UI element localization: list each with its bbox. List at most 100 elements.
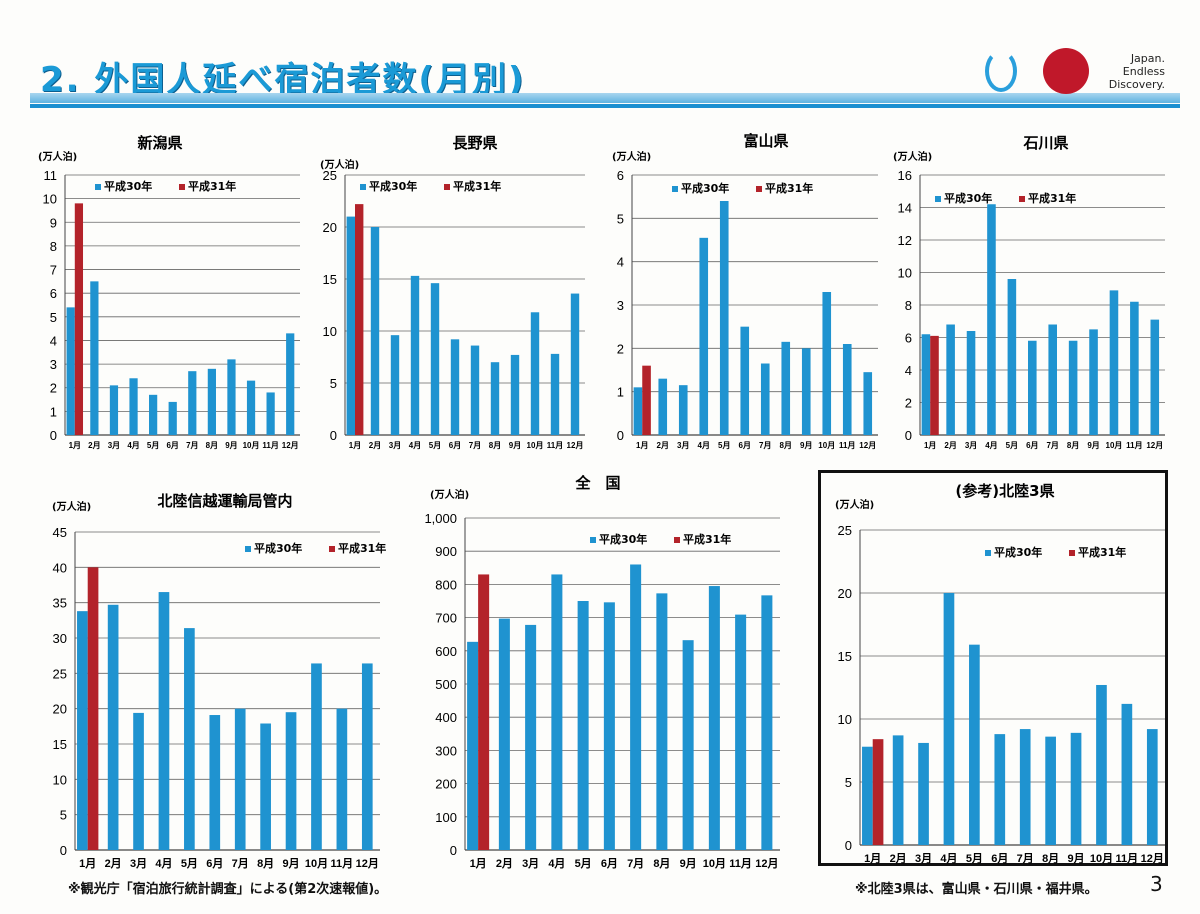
y-tick-label: 0: [617, 428, 624, 443]
y-tick-label: 200: [435, 777, 457, 792]
y-tick-label: 10: [898, 266, 912, 281]
bar-h30-6月: [168, 401, 177, 435]
legend-label-h31: 平成31年: [188, 179, 236, 193]
x-tick-label: 9月: [1087, 441, 1099, 450]
unit-label: (万人泊): [430, 488, 469, 501]
x-tick-label: 7月: [759, 441, 771, 450]
legend-label-h30: 平成30年: [599, 532, 647, 546]
y-tick-label: 2: [905, 396, 912, 411]
legend-swatch-h30: [245, 546, 251, 552]
x-tick-label: 3月: [915, 852, 932, 865]
source-note: ※観光庁「宿泊旅行統計調査」による(第2次速報値)。: [68, 882, 388, 897]
x-tick-label: 12月: [567, 441, 584, 450]
y-tick-label: 20: [53, 702, 67, 717]
legend-label-h30: 平成30年: [369, 179, 417, 193]
bar-h30-6月: [209, 715, 221, 850]
x-tick-label: 2月: [944, 441, 956, 450]
bar-h30-6月: [603, 602, 615, 850]
bar-h30-2月: [370, 227, 380, 435]
x-tick-label: 4月: [940, 852, 957, 865]
x-tick-label: 8月: [257, 857, 274, 870]
bar-h30-10月: [1109, 290, 1119, 435]
bar-h30-10月: [311, 663, 322, 850]
x-tick-label: 3月: [965, 441, 977, 450]
chart-title: (参考)北陸3県: [955, 482, 1054, 500]
bar-h30-7月: [234, 708, 246, 850]
x-tick-label: 10月: [527, 441, 544, 450]
x-tick-label: 8月: [780, 441, 792, 450]
bar-h30-3月: [133, 712, 144, 850]
legend-swatch-h31: [179, 184, 185, 190]
bar-h30-3月: [390, 335, 400, 435]
bar-h30-9月: [227, 359, 236, 435]
y-tick-label: 6: [617, 168, 624, 183]
x-tick-label: 1月: [69, 441, 81, 450]
bar-h30-8月: [490, 362, 500, 435]
legend-swatch-h30: [672, 186, 678, 192]
chart-title: 石川県: [1022, 134, 1068, 152]
x-tick-label: 5月: [429, 441, 441, 450]
legend-swatch-h31: [1019, 196, 1025, 202]
y-tick-label: 45: [53, 525, 67, 540]
unit-label: (万人泊): [52, 500, 91, 513]
x-tick-label: 2月: [105, 857, 122, 870]
y-tick-label: 300: [435, 743, 457, 758]
bar-h30-8月: [781, 341, 791, 435]
legend-swatch-h31: [674, 537, 680, 543]
bar-h30-5月: [1007, 279, 1017, 435]
y-tick-label: 11: [44, 168, 58, 183]
y-tick-label: 500: [435, 677, 457, 692]
x-tick-label: 5月: [718, 441, 730, 450]
legend-label-h30: 平成30年: [994, 545, 1042, 559]
x-tick-label: 3月: [108, 441, 120, 450]
x-tick-label: 8月: [1042, 852, 1059, 865]
bar-h31-1月: [478, 574, 490, 850]
bar-h30-3月: [966, 331, 976, 435]
bar-h30-8月: [1068, 340, 1078, 435]
bar-h30-12月: [361, 663, 373, 850]
logo-text: Japan. Endless Discovery.: [1108, 52, 1165, 91]
y-tick-label: 10: [53, 772, 67, 787]
legend-swatch-h30: [360, 184, 366, 190]
bar-h30-9月: [285, 712, 297, 850]
y-tick-label: 10: [43, 192, 57, 207]
bar-h30-4月: [551, 574, 563, 850]
y-tick-label: 8: [50, 239, 57, 254]
y-tick-label: 0: [905, 428, 912, 443]
y-tick-label: 1: [50, 404, 57, 419]
bar-h31-1月: [355, 204, 364, 435]
x-tick-label: 2月: [496, 857, 513, 870]
bar-h30-8月: [260, 723, 271, 850]
y-tick-label: 5: [617, 211, 624, 226]
bar-h30-6月: [994, 734, 1006, 845]
x-tick-label: 6月: [601, 857, 618, 870]
y-tick-label: 25: [838, 523, 852, 538]
x-tick-label: 2月: [369, 441, 381, 450]
y-tick-label: 16: [898, 168, 912, 183]
bar-h30-9月: [1089, 329, 1098, 435]
legend-label-h30: 平成30年: [254, 541, 302, 555]
bar-h31-1月: [872, 739, 884, 845]
x-tick-label: 4月: [985, 441, 997, 450]
bar-h30-11月: [1121, 703, 1133, 845]
y-tick-label: 12: [898, 233, 912, 248]
x-tick-label: 1月: [636, 441, 648, 450]
bar-h30-7月: [1019, 729, 1031, 845]
x-tick-label: 1月: [79, 857, 96, 870]
bar-h30-7月: [188, 371, 197, 435]
x-tick-label: 1月: [349, 441, 361, 450]
y-tick-label: 15: [53, 737, 67, 752]
y-tick-label: 0: [845, 838, 852, 853]
x-tick-label: 1月: [864, 852, 881, 865]
y-tick-label: 10: [323, 324, 337, 339]
x-tick-label: 5月: [1006, 441, 1018, 450]
bar-h30-8月: [207, 368, 216, 435]
bar-h30-2月: [658, 378, 668, 435]
x-tick-label: 12月: [1146, 441, 1163, 450]
unit-label: (万人泊): [612, 150, 651, 163]
x-tick-label: 6月: [206, 857, 223, 870]
x-tick-label: 4月: [155, 857, 172, 870]
x-tick-label: 10月: [1106, 441, 1123, 450]
y-tick-label: 20: [323, 220, 337, 235]
x-tick-label: 12月: [356, 857, 379, 870]
